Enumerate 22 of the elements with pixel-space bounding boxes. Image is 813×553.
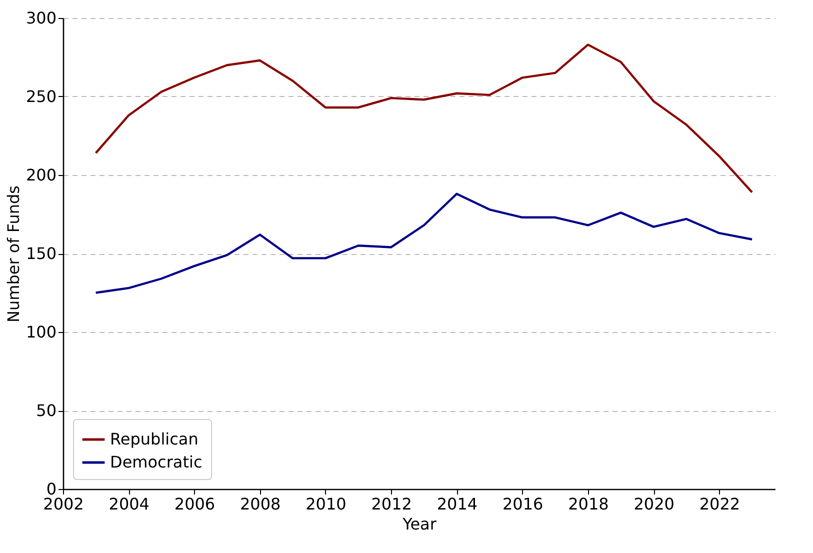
line-series [94, 44, 754, 194]
x-tick-label: 2004 [108, 494, 150, 514]
y-tick-label: 50 [36, 401, 56, 420]
x-tick-label: 2008 [240, 494, 281, 514]
x-tick-label: 2022 [699, 494, 740, 514]
y-tick-label: 200 [26, 166, 56, 184]
x-tick-label: 2012 [371, 494, 412, 514]
x-tick-label: 2014 [436, 494, 478, 514]
line-series [94, 192, 754, 294]
y-axis-title: Number of Funds [4, 186, 23, 322]
y-tick-label: 250 [26, 87, 56, 106]
x-tick-label: 2020 [634, 494, 674, 514]
x-tick-label: 2006 [174, 494, 216, 514]
x-tick-label: 2010 [306, 494, 346, 514]
x-axis-title: Year [402, 514, 437, 534]
x-tick-label: 2016 [502, 494, 544, 514]
y-tick-label: 150 [26, 244, 56, 263]
x-tick-label: 2018 [568, 494, 609, 514]
y-tick-label: 300 [26, 8, 56, 28]
legend-label: Democratic [110, 452, 202, 472]
y-tick-label: 100 [26, 322, 56, 342]
legend-label: Republican [110, 430, 198, 448]
